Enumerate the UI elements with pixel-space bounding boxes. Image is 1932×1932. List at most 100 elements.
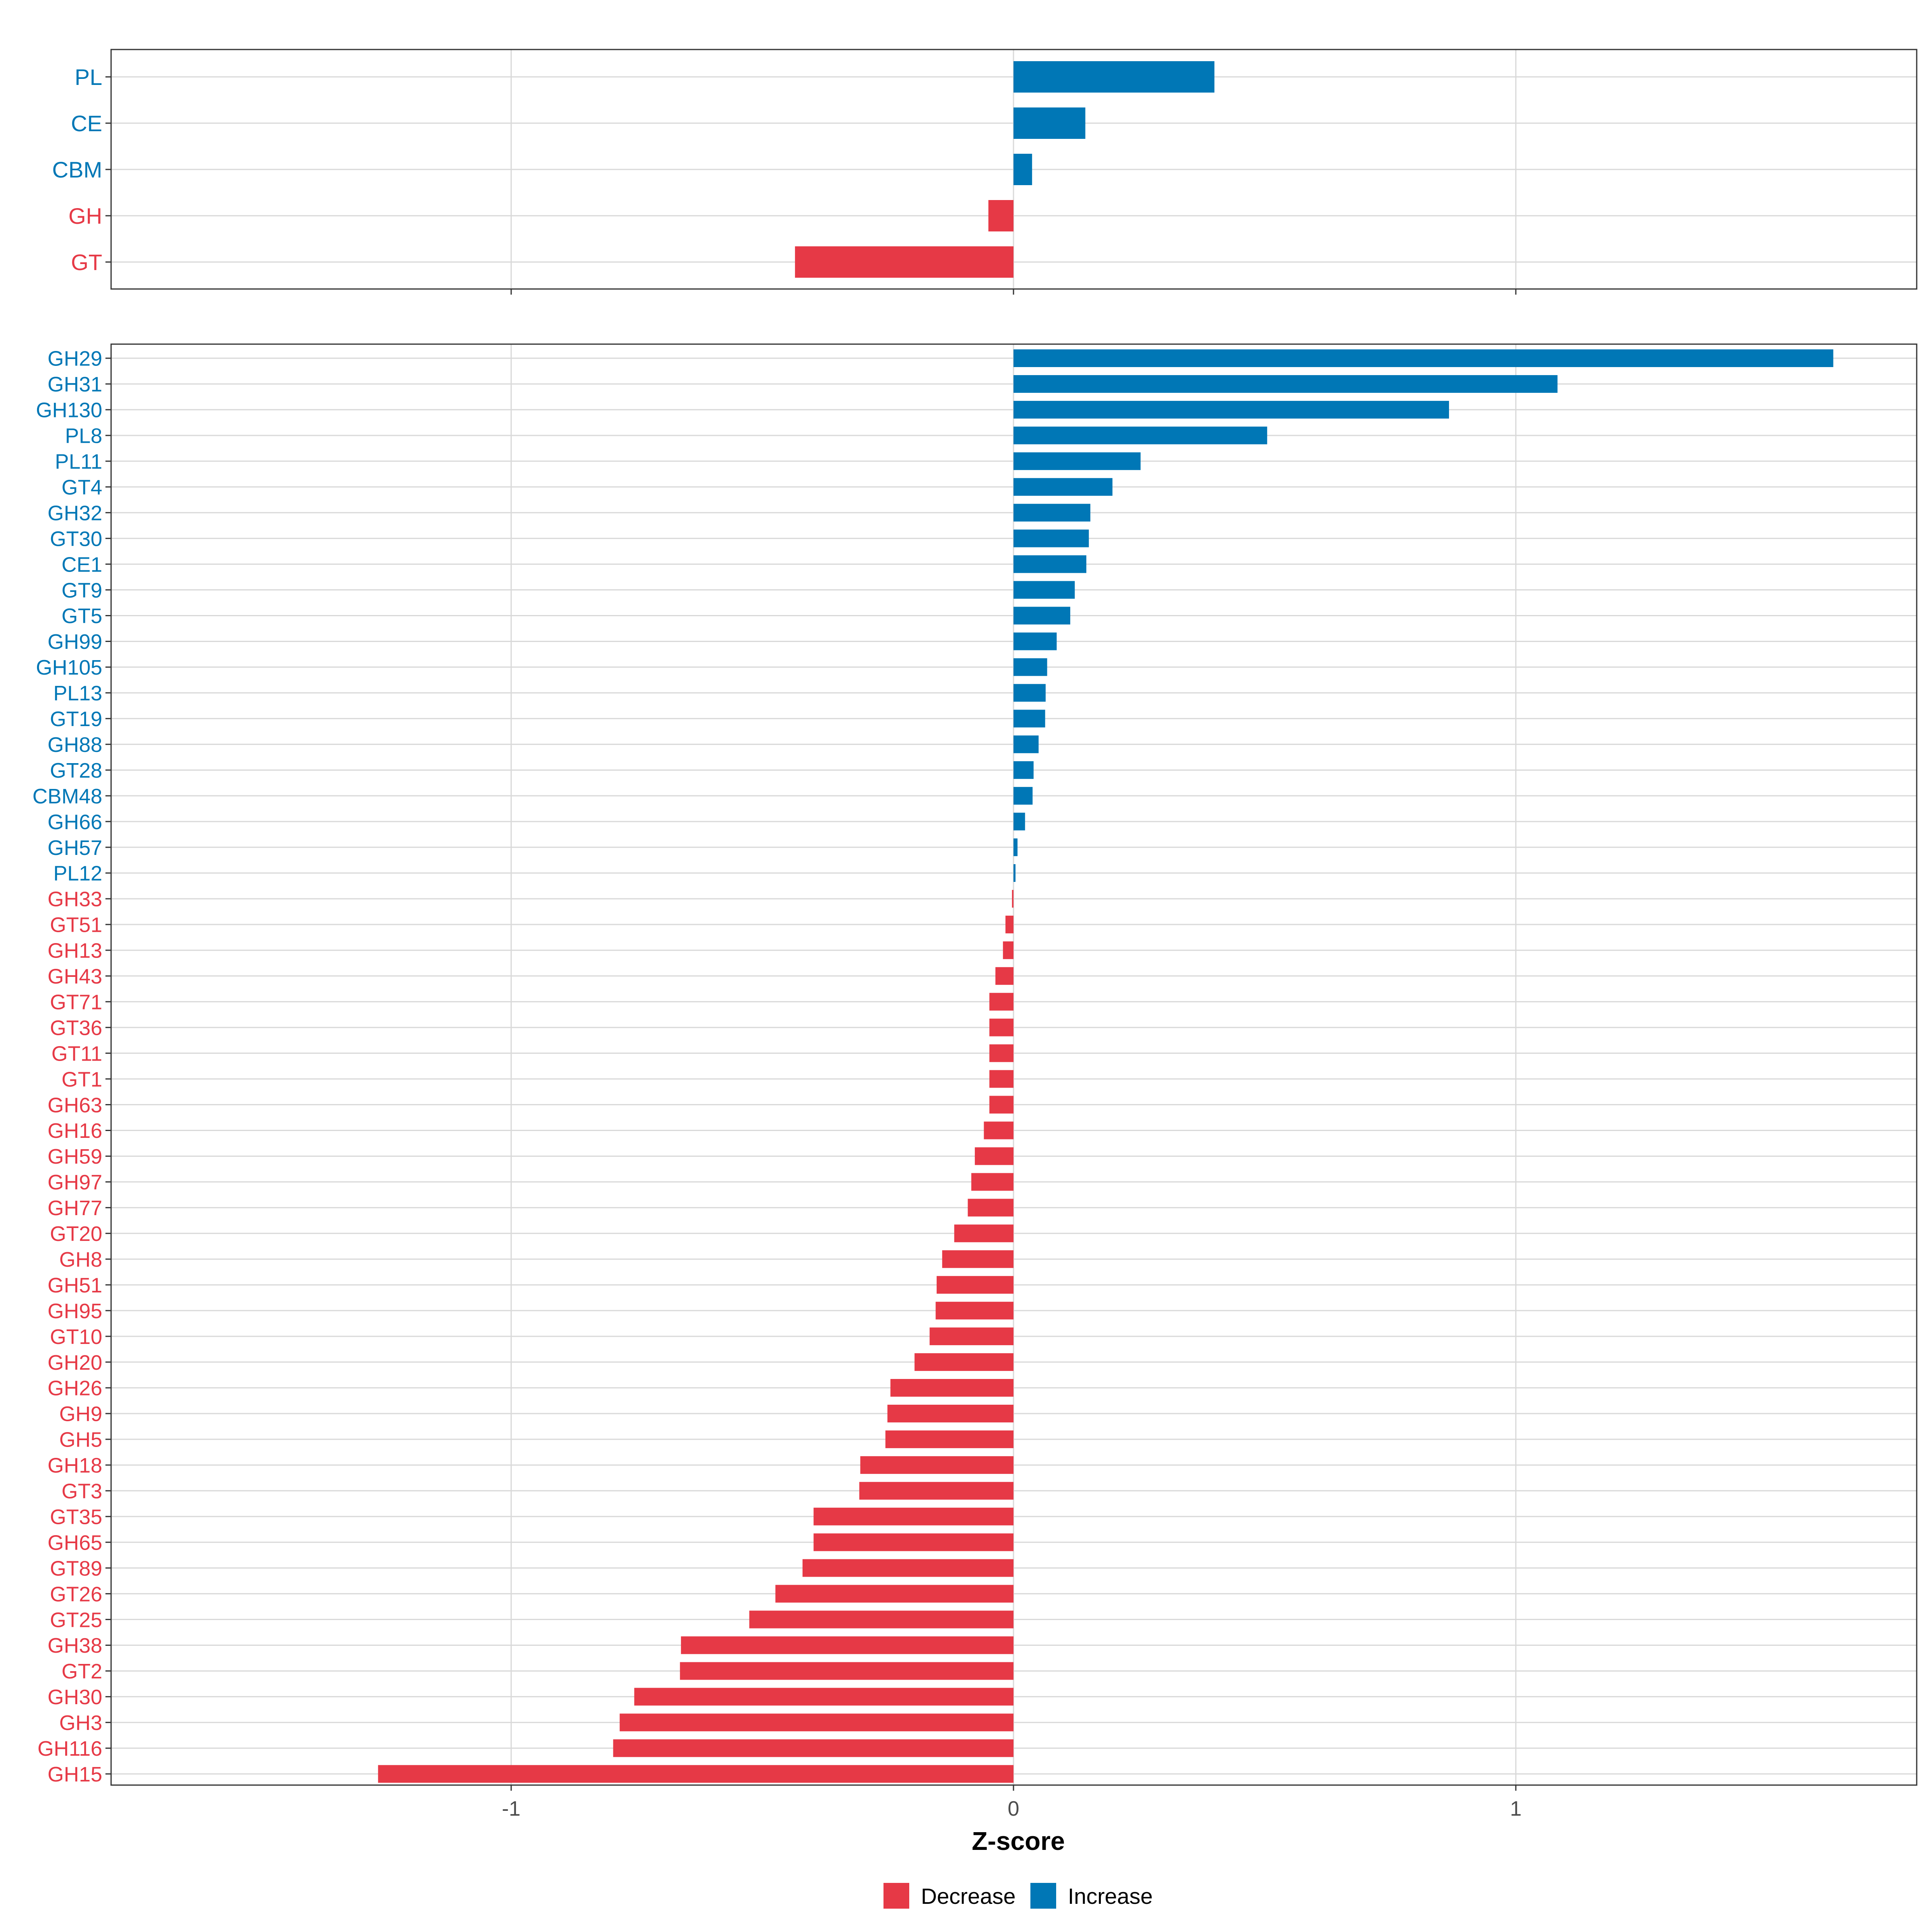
bar-gt25 <box>749 1610 1013 1629</box>
bar-gh18 <box>860 1456 1013 1474</box>
y-label-gh: GH <box>68 203 102 229</box>
top-panel: PL CE CBM GH GT <box>52 49 1918 295</box>
bar-gt9 <box>1013 581 1075 599</box>
bar-gt26 <box>775 1585 1013 1603</box>
bar-gt3 <box>859 1482 1013 1500</box>
bar-gh8 <box>942 1250 1013 1268</box>
y-label-pl8: PL8 <box>65 425 102 448</box>
y-label-gh95: GH95 <box>47 1300 102 1323</box>
y-label-gt1: GT1 <box>62 1068 102 1091</box>
bar-gh65 <box>813 1533 1013 1551</box>
bar-pl8 <box>1013 426 1267 444</box>
y-label-gh5: GH5 <box>59 1428 102 1452</box>
y-label-gh30: GH30 <box>47 1686 102 1709</box>
y-label-gh9: GH9 <box>59 1403 102 1426</box>
bar-gt89 <box>802 1559 1013 1577</box>
y-label-gt26: GT26 <box>50 1583 102 1606</box>
bar-gt35 <box>813 1507 1013 1525</box>
bar-pl <box>1013 61 1215 93</box>
y-label-pl13: PL13 <box>54 682 102 705</box>
y-label-gh130: GH130 <box>36 399 102 422</box>
y-label-pl: PL <box>75 64 103 90</box>
bar-gh33 <box>1012 890 1013 908</box>
bar-gh20 <box>914 1353 1013 1371</box>
y-label-gh105: GH105 <box>36 656 102 679</box>
y-label-gt36: GT36 <box>50 1016 102 1040</box>
bar-gt36 <box>989 1018 1013 1036</box>
y-label-gt9: GT9 <box>62 579 102 602</box>
y-label-gt51: GT51 <box>50 914 102 937</box>
bar-gh88 <box>1013 735 1039 753</box>
y-label-gh66: GH66 <box>47 811 102 834</box>
bar-gt20 <box>954 1224 1013 1243</box>
bottom-panel-x-ticks: -1 0 1 <box>502 1785 1522 1821</box>
bar-gh3 <box>619 1713 1013 1732</box>
bar-gh29 <box>1013 349 1833 367</box>
bar-gh30 <box>634 1688 1013 1706</box>
bar-gh31 <box>1013 375 1558 393</box>
y-label-gh97: GH97 <box>47 1171 102 1194</box>
y-label-cbm: CBM <box>52 157 102 182</box>
legend-swatch-increase <box>1030 1883 1056 1909</box>
bar-gt2 <box>680 1662 1013 1680</box>
y-label-cbm48: CBM48 <box>33 785 102 808</box>
y-label-gt: GT <box>71 250 102 275</box>
y-label-gh15: GH15 <box>47 1763 102 1786</box>
y-label-gh77: GH77 <box>47 1197 102 1220</box>
bar-gt10 <box>929 1327 1013 1346</box>
y-label-gt10: GT10 <box>50 1325 102 1349</box>
y-label-gt5: GT5 <box>62 605 102 628</box>
bar-gt <box>795 246 1013 278</box>
y-label-gh88: GH88 <box>47 733 102 757</box>
bar-gh51 <box>937 1276 1013 1294</box>
y-label-gt25: GT25 <box>50 1608 102 1632</box>
top-panel-x-ticks <box>510 289 1517 295</box>
bottom-panel-bars <box>378 349 1833 1783</box>
bar-gh66 <box>1013 813 1025 831</box>
y-label-gt35: GT35 <box>50 1505 102 1529</box>
y-label-gh33: GH33 <box>47 888 102 911</box>
y-label-gt19: GT19 <box>50 708 102 731</box>
y-label-gh99: GH99 <box>47 630 102 654</box>
bar-pl11 <box>1013 452 1141 470</box>
bar-gh5 <box>885 1430 1013 1448</box>
bar-gh38 <box>681 1636 1013 1654</box>
bar-gh116 <box>613 1739 1013 1757</box>
y-label-gh20: GH20 <box>47 1351 102 1375</box>
bar-gh99 <box>1013 632 1057 650</box>
bar-pl13 <box>1013 684 1046 702</box>
top-panel-bars <box>795 61 1215 278</box>
top-panel-y-labels: PL CE CBM GH GT <box>52 64 111 275</box>
y-label-gh8: GH8 <box>59 1248 102 1271</box>
y-label-gt3: GT3 <box>62 1480 102 1503</box>
y-label-gt89: GT89 <box>50 1557 102 1580</box>
bar-gh95 <box>935 1302 1013 1320</box>
y-label-gh32: GH32 <box>47 502 102 525</box>
y-label-gt11: GT11 <box>52 1042 102 1065</box>
y-label-gh59: GH59 <box>47 1145 102 1168</box>
legend-label-decrease: Decrease <box>921 1884 1016 1909</box>
bar-gh130 <box>1013 400 1449 419</box>
y-label-gh51: GH51 <box>47 1274 102 1297</box>
y-label-gh18: GH18 <box>47 1454 102 1478</box>
bar-gt1 <box>989 1070 1013 1088</box>
y-label-gh57: GH57 <box>47 836 102 860</box>
bar-gt5 <box>1013 607 1071 625</box>
bar-gt30 <box>1013 529 1089 547</box>
bar-cbm <box>1013 154 1032 185</box>
bar-gh32 <box>1013 504 1090 522</box>
bar-gt71 <box>989 993 1013 1011</box>
bar-gh9 <box>887 1404 1013 1422</box>
bar-gt51 <box>1005 915 1013 933</box>
y-label-gh63: GH63 <box>47 1094 102 1117</box>
bar-gh77 <box>968 1199 1013 1217</box>
bar-pl12 <box>1013 864 1016 882</box>
x-tick-label: 1 <box>1510 1797 1522 1821</box>
bar-gh13 <box>1003 941 1013 959</box>
bar-gh97 <box>971 1173 1013 1191</box>
y-label-pl11: PL11 <box>55 450 102 474</box>
y-label-gh26: GH26 <box>47 1377 102 1400</box>
x-axis-title: Z-score <box>972 1827 1065 1856</box>
y-label-gh29: GH29 <box>47 347 102 371</box>
